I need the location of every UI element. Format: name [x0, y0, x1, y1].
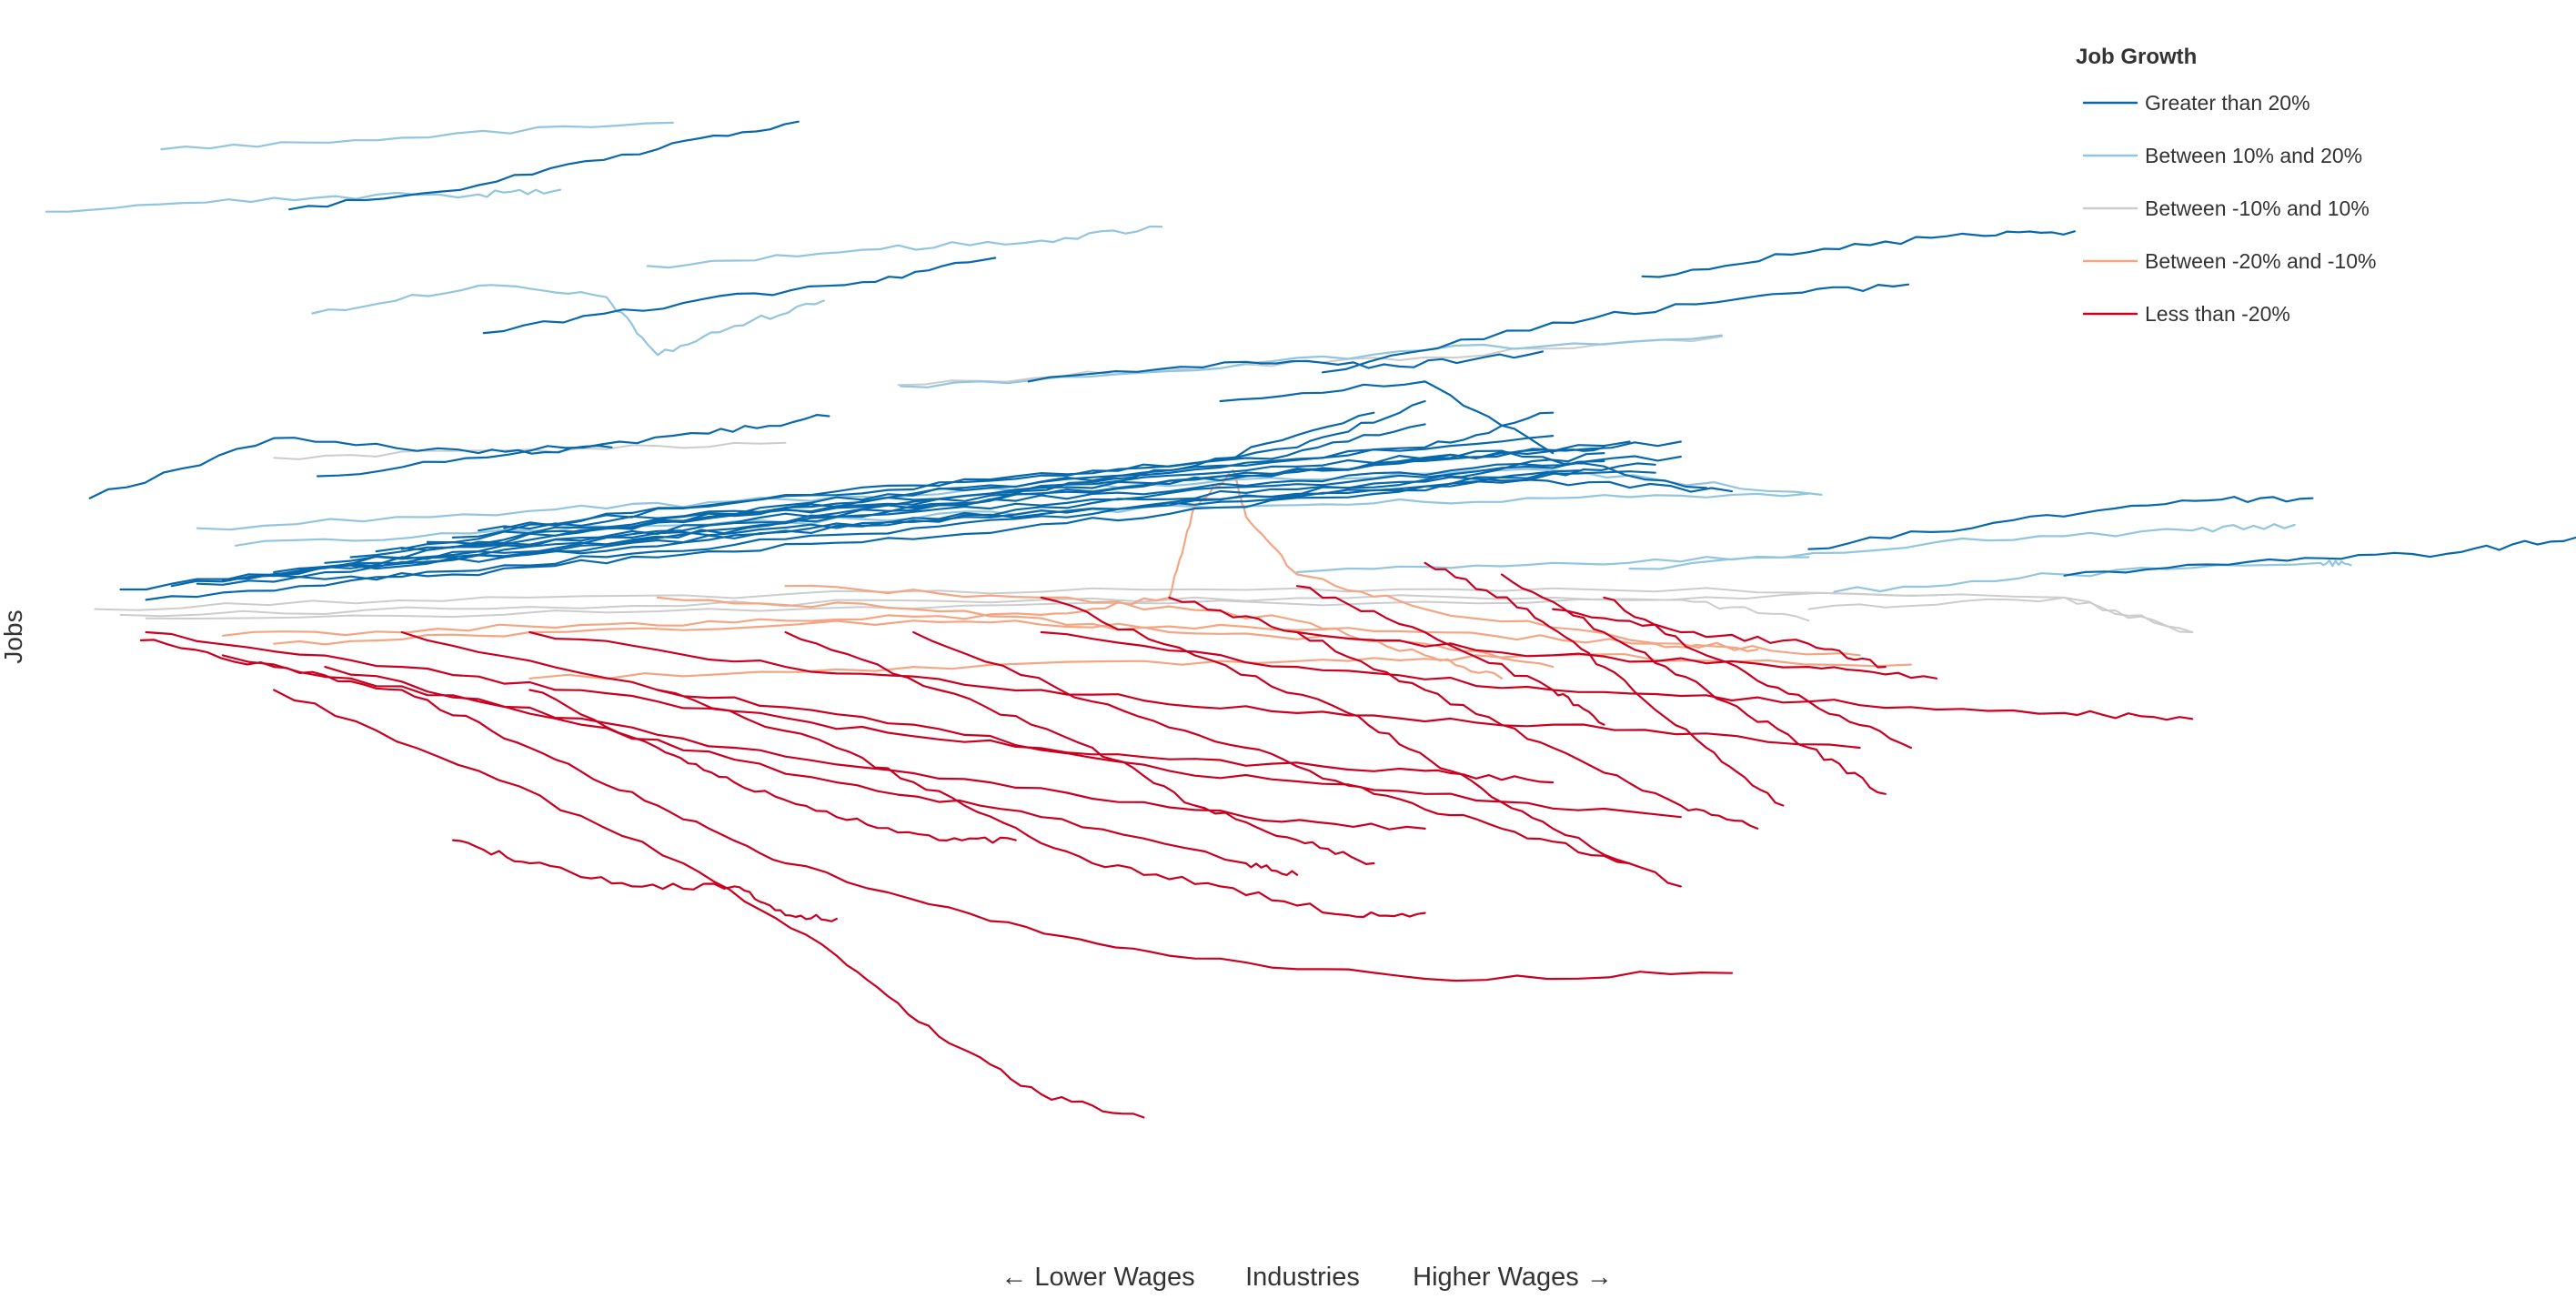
plot-lines-group	[45, 120, 2576, 1119]
legend: Job Growth Greater than 20% Between 10% a…	[2076, 45, 2376, 326]
x-axis-label-center: Industries	[1245, 1263, 1360, 1292]
industry-line-gt20-6	[1322, 283, 1910, 374]
industry-line-bm20_m10-46	[784, 584, 1504, 680]
x-axis-label-right: Higher Wages →	[1413, 1263, 1613, 1292]
industry-line-lt20-67	[1552, 608, 1887, 669]
industry-line-b10_20-33	[1628, 523, 2296, 570]
industry-line-gt20-24	[478, 446, 1605, 532]
industry-line-gt20-16	[273, 435, 1555, 574]
industry-line-gt20-9	[2063, 536, 2576, 577]
legend-label-bm10_10: Between -10% and 10%	[2145, 196, 2370, 220]
industry-line-lt20-63	[400, 630, 1682, 819]
industry-line-gt20-18	[324, 459, 1605, 564]
x-axis-label-left: ← Lower Wages	[1001, 1263, 1194, 1292]
industry-line-lt20-54	[1040, 596, 1682, 888]
industry-line-bm10_10-41	[1807, 596, 2194, 633]
industry-line-gt20-8	[1807, 496, 2314, 550]
industry-line-lt20-55	[1168, 596, 1759, 830]
legend-items: Greater than 20% Between 10% and 20% Betwe…	[2083, 91, 2376, 326]
legend-label-lt20: Less than -20%	[2145, 302, 2290, 326]
industry-line-b10_20-26	[160, 121, 674, 151]
industry-line-gt20-7	[1219, 380, 1555, 455]
industry-line-b10_20-29	[311, 284, 825, 357]
industry-line-lt20-52	[784, 630, 1375, 865]
industry-line-lt20-65	[1040, 630, 2194, 721]
industry-line-lt20-59	[1603, 596, 1912, 750]
legend-label-b10_20: Between 10% and 20%	[2145, 144, 2362, 167]
legend-label-bm20_m10: Between -20% and -10%	[2145, 249, 2376, 273]
legend-label-gt20: Greater than 20%	[2145, 91, 2310, 115]
industry-line-gt20-17	[298, 469, 1580, 570]
industry-line-gt20-4	[1027, 350, 1545, 383]
industry-line-gt20-11	[145, 452, 1605, 601]
industry-line-lt20-53	[912, 630, 1631, 865]
industry-line-gt20-2	[88, 437, 613, 499]
industry-line-lt20-50	[528, 689, 1017, 844]
industry-line-gt20-3	[316, 414, 830, 478]
industry-line-lt20-56	[1295, 585, 1605, 726]
industry-line-gt20-22	[426, 455, 1682, 544]
industry-line-lt20-57	[1424, 561, 1785, 807]
industry-line-lt20-58	[1500, 573, 1887, 795]
industry-line-lt20-62	[324, 666, 1299, 876]
industry-line-gt20-5	[1641, 230, 2076, 278]
industry-line-bm10_10-37	[273, 441, 787, 460]
industry-line-gt20-21	[400, 411, 1555, 550]
industry-line-b10_20-34	[1295, 555, 1810, 574]
industry-line-gt20-19	[349, 440, 1631, 559]
y-axis-label: Jobs	[0, 609, 27, 663]
industry-line-gt20-25	[503, 423, 1426, 529]
industry-line-lt20-60	[145, 630, 1555, 784]
industry-line-gt20-23	[451, 411, 1375, 539]
industry-line-gt20-1	[482, 257, 997, 335]
industry-line-b10_20-35	[1833, 559, 2352, 593]
industry-line-b10_20-27	[45, 188, 562, 213]
industry-line-lt20-61	[221, 654, 1426, 831]
legend-title: Job Growth	[2076, 45, 2197, 69]
industry-line-bm20_m10-45	[656, 596, 1555, 669]
industry-line-bm20_m10-44	[528, 653, 1912, 680]
industry-line-lt20-66	[1295, 630, 1938, 680]
industry-line-lt20-47	[139, 639, 1734, 982]
industry-line-lt20-51	[656, 689, 1426, 919]
industry-line-lt20-48	[273, 689, 1145, 1119]
industry-line-bm10_10-40	[145, 598, 1810, 622]
industry-line-lt20-49	[451, 839, 838, 922]
industry-line-gt20-0	[288, 120, 800, 211]
industry-line-gt20-10	[119, 399, 1426, 591]
industry-line-gt20-20	[375, 470, 1656, 553]
industry-line-b10_20-28	[646, 226, 1163, 269]
industry-line-lt20-64	[528, 630, 1861, 750]
industry-line-bm10_10-38	[94, 587, 2194, 633]
industry-line-b10_20-32	[234, 492, 1810, 547]
